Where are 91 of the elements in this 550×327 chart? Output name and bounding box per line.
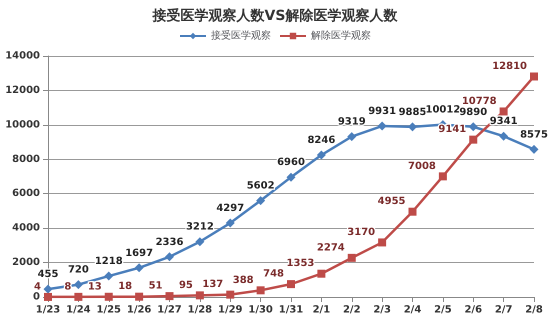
y-tick-label: 0 [33,292,40,302]
point [256,196,266,206]
data-label: 1697 [125,248,154,259]
data-label: 720 [68,264,89,276]
point [226,290,234,299]
x-tick-label: 1/27 [157,304,182,316]
point [500,107,508,116]
x-tick-label: 1/31 [278,304,304,316]
data-label: 455 [38,269,58,280]
data-label: 8246 [307,135,336,146]
data-label: 9141 [438,124,466,136]
data-label: 9890 [459,106,488,118]
legend-label: 解除医学观察 [311,30,371,42]
legend-label: 接受医学观察 [211,30,271,42]
point [166,292,174,300]
point [74,280,83,290]
chart-title: 接受医学观察人数VS解除医学观察人数 [152,7,398,24]
x-tick-label: 2/5 [434,304,452,316]
data-label: 13 [88,281,102,292]
data-label: 51 [148,280,163,292]
x-tick-label: 1/30 [248,304,273,316]
data-label: 2336 [156,236,184,248]
point [256,286,265,294]
data-label: 4297 [216,203,244,214]
data-label: 1218 [94,256,123,268]
point [135,292,144,301]
point [499,132,508,141]
data-label: 5602 [246,180,275,192]
point [530,144,538,154]
data-label: 12810 [492,60,528,72]
data-label: 3170 [347,226,376,238]
point [104,292,113,301]
x-tick-label: 1/29 [218,304,243,316]
data-label: 6960 [277,157,305,168]
x-tick-label: 1/26 [126,304,152,316]
point [378,238,386,246]
x-tick-label: 1/23 [36,304,60,316]
x-tick-label: 2/8 [525,304,543,316]
data-label: 4 [34,281,42,292]
point [408,208,416,216]
data-label: 18 [118,281,132,292]
data-label: 9885 [398,106,426,118]
point [530,72,538,80]
x-tick-label: 1/25 [96,304,122,316]
point [408,122,417,132]
point [469,136,478,144]
data-label: 10012 [425,104,460,116]
point [165,252,174,262]
point [196,291,204,300]
data-label: 2274 [316,242,345,254]
point [468,122,478,132]
x-tick-label: 1/24 [66,304,91,316]
y-tick-label: 4000 [12,222,40,234]
data-label: 1353 [286,258,314,270]
data-label: 10778 [462,96,497,107]
x-tick-label: 2/3 [373,304,391,316]
point [317,270,326,278]
data-label: 4955 [378,196,406,208]
point [44,284,52,294]
data-label: 9931 [368,106,396,118]
y-tick-label: 6000 [12,188,40,200]
x-tick-label: 2/4 [404,304,422,316]
point [286,172,296,182]
data-label: 9319 [338,116,366,128]
x-tick-label: 2/6 [464,304,482,316]
data-label: 137 [202,279,224,290]
data-label: 3212 [186,222,214,233]
y-tick-label: 14000 [5,50,40,62]
point [348,254,356,262]
point [226,218,235,228]
point [347,132,356,142]
x-tick-label: 2/1 [312,304,330,316]
point [438,172,447,180]
point [287,280,295,288]
y-tick-label: 12000 [5,84,40,96]
point [316,150,326,160]
point [74,292,82,301]
x-tick-label: 2/2 [342,304,361,316]
data-label: 388 [232,274,254,286]
data-label: 95 [178,280,193,291]
point [195,237,204,246]
x-tick-label: 1/28 [188,304,212,316]
data-label: 7008 [408,160,436,172]
data-label: 8575 [520,129,548,140]
y-tick-label: 10000 [5,119,40,130]
data-label: 748 [263,268,284,280]
point [134,263,144,272]
x-tick-label: 2/7 [494,304,512,316]
y-tick-label: 2000 [12,257,40,268]
point [104,272,114,281]
y-tick-label: 8000 [12,154,40,165]
